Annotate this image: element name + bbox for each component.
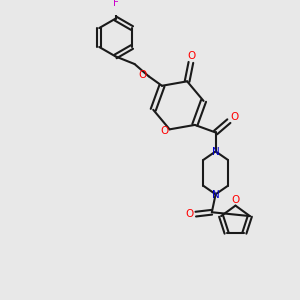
Text: O: O — [231, 195, 240, 205]
Text: N: N — [212, 190, 220, 200]
Text: O: O — [230, 112, 239, 122]
Text: O: O — [138, 70, 146, 80]
Text: O: O — [160, 126, 169, 136]
Text: N: N — [212, 147, 220, 158]
Text: O: O — [185, 209, 193, 219]
Text: F: F — [113, 0, 118, 8]
Text: O: O — [188, 51, 196, 61]
